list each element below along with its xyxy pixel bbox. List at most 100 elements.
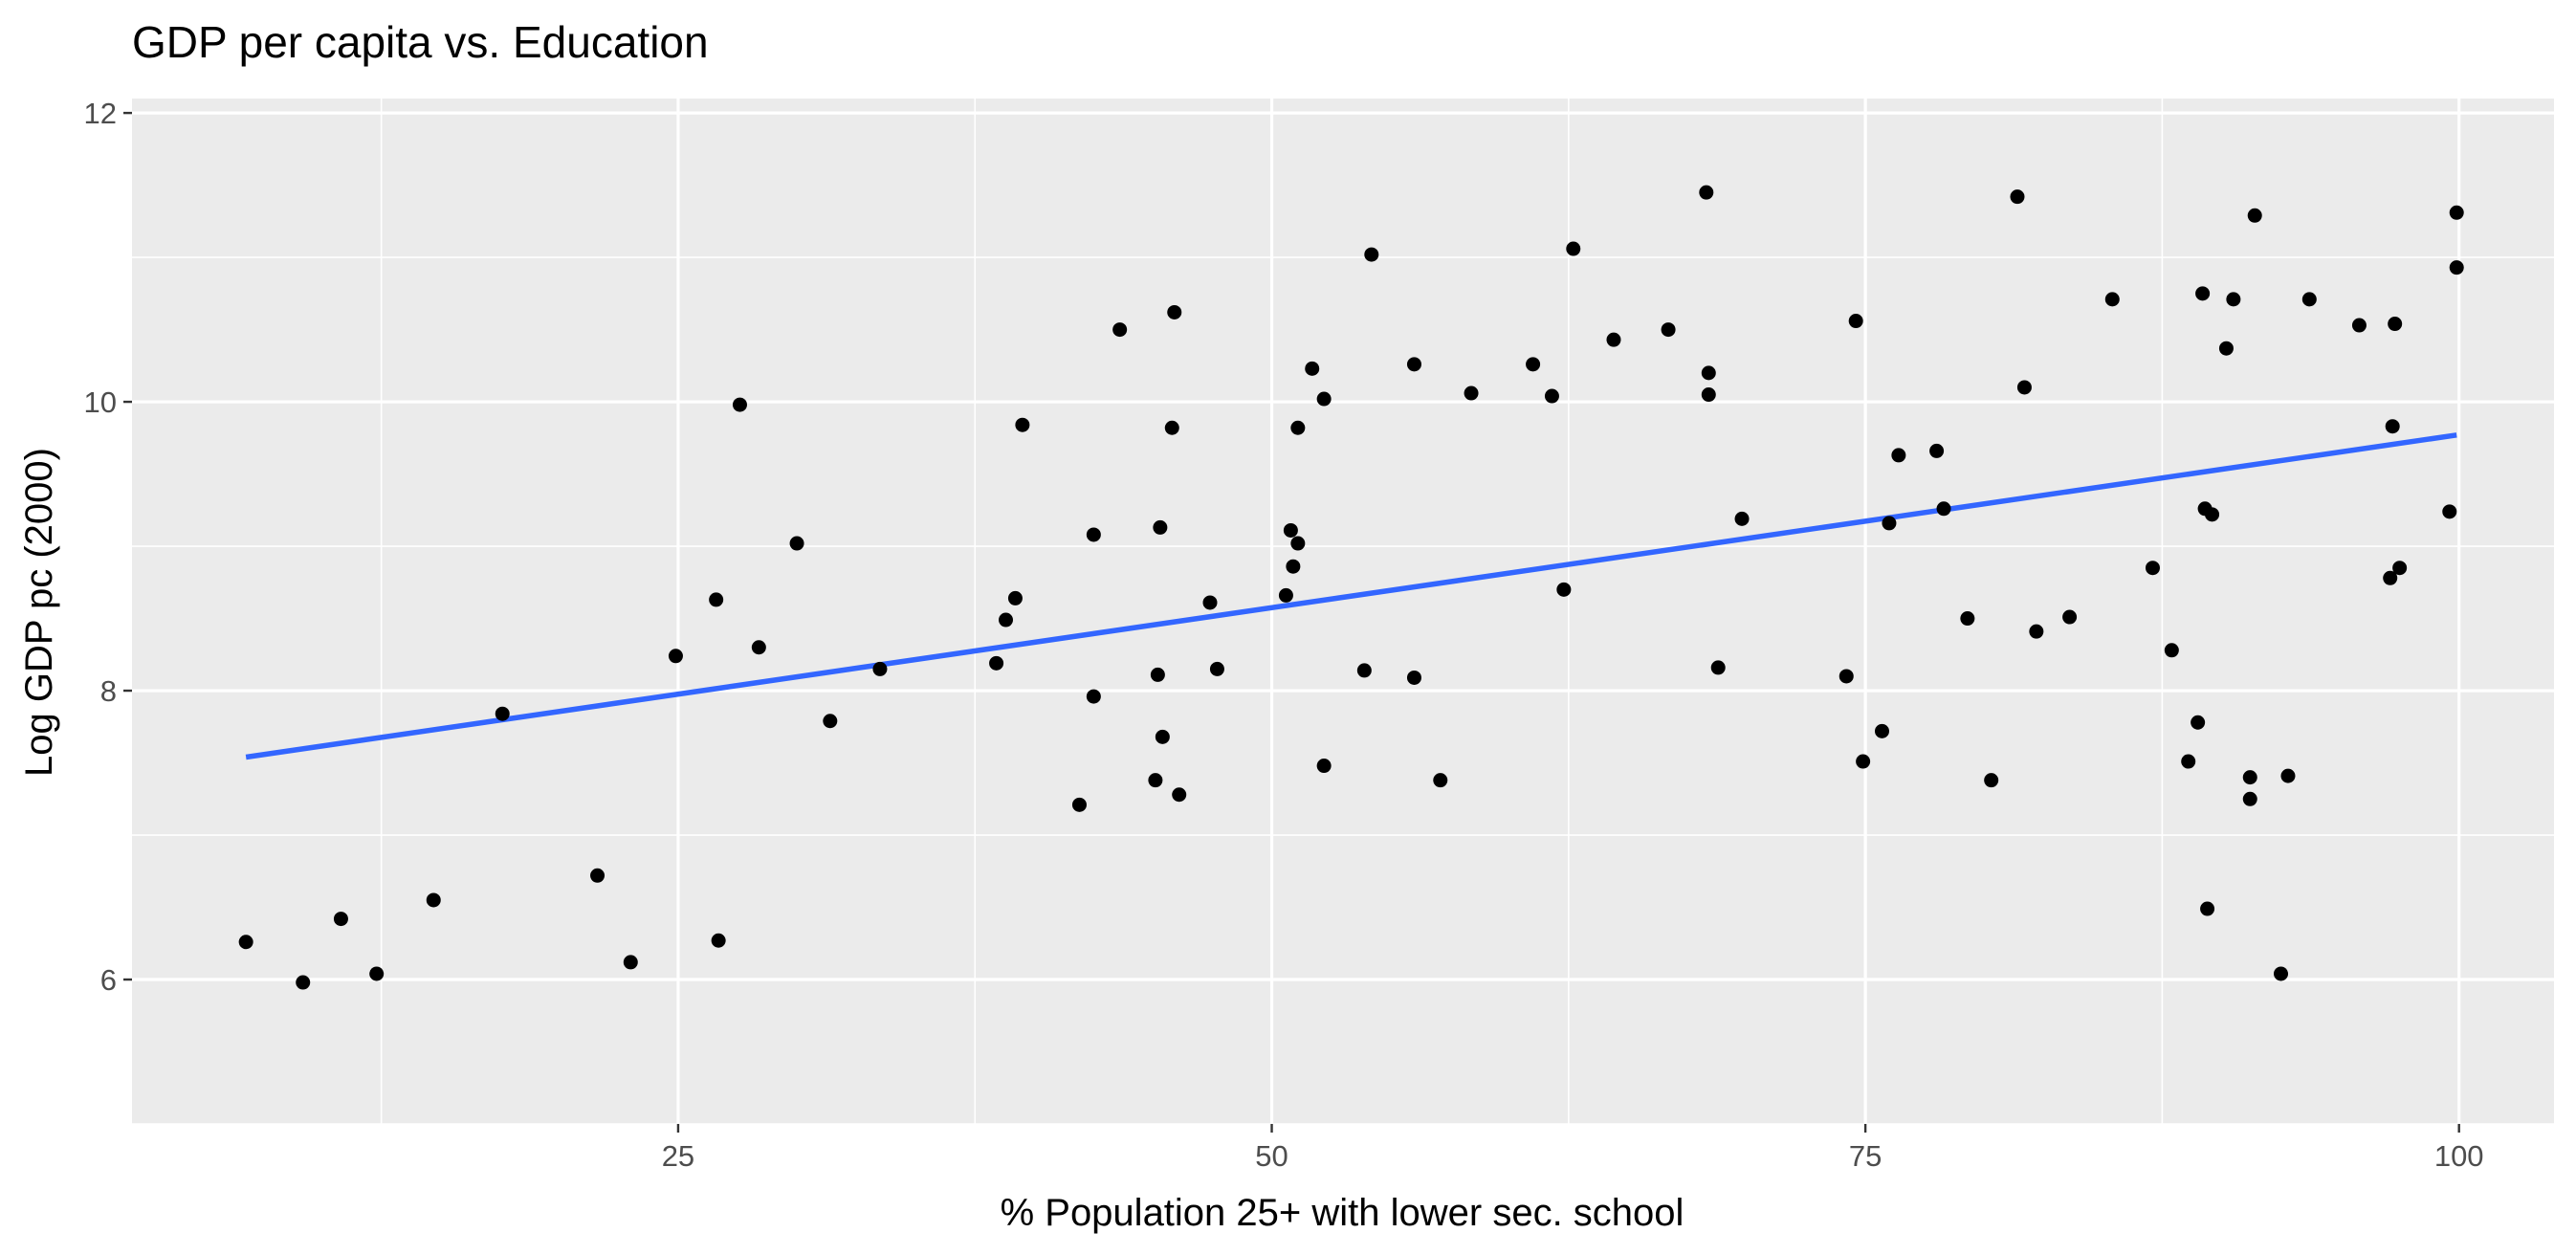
y-tick-label: 12: [84, 97, 117, 130]
data-point: [2062, 609, 2078, 625]
data-point: [1848, 314, 1863, 329]
grid-major-lines: [132, 99, 2554, 1124]
data-point: [1433, 773, 1448, 788]
data-point: [1278, 587, 1293, 603]
data-point: [1464, 385, 1479, 401]
x-tick-label: 100: [2434, 1139, 2484, 1173]
data-point: [1086, 527, 1101, 542]
data-point: [2242, 791, 2257, 806]
data-point: [1153, 519, 1168, 535]
data-point: [1544, 388, 1559, 404]
data-point: [238, 935, 253, 950]
data-point: [2016, 380, 2032, 395]
data-point: [2191, 715, 2206, 730]
data-point: [1209, 661, 1224, 676]
data-point: [2247, 208, 2262, 223]
data-point: [1406, 670, 1421, 685]
data-point: [2301, 292, 2317, 307]
data-point: [1015, 417, 1030, 432]
data-point: [872, 661, 888, 676]
data-point: [1406, 357, 1421, 372]
data-point: [1984, 773, 1999, 788]
data-point: [2274, 966, 2289, 981]
data-point: [1838, 669, 1854, 684]
x-axis-title: % Population 25+ with lower sec. school: [1001, 1192, 1684, 1234]
data-point: [1086, 689, 1101, 704]
data-point: [1290, 536, 1306, 551]
data-point: [1150, 667, 1165, 682]
data-point: [2449, 205, 2464, 220]
data-point: [989, 655, 1004, 671]
data-point: [823, 714, 838, 729]
x-tick-label: 25: [662, 1139, 694, 1173]
regression-line: [245, 432, 2457, 760]
data-point: [1112, 322, 1128, 338]
data-point: [1734, 511, 1750, 526]
data-point: [789, 536, 804, 551]
data-point: [495, 706, 510, 721]
x-tick-label: 50: [1255, 1139, 1288, 1173]
data-point: [668, 649, 683, 664]
data-point: [1936, 501, 1951, 517]
data-point: [1874, 723, 1889, 738]
y-tick-label: 8: [100, 674, 117, 708]
data-point: [2351, 318, 2367, 333]
fit-line-layer: [245, 432, 2457, 760]
data-point: [751, 640, 766, 655]
data-point: [2392, 561, 2408, 576]
data-point: [1172, 787, 1187, 803]
data-point: [296, 975, 311, 990]
data-point: [2442, 504, 2457, 519]
data-point: [1556, 582, 1572, 597]
data-point: [1305, 361, 1320, 376]
data-point: [623, 955, 638, 970]
data-point: [1701, 387, 1716, 403]
data-point: [2280, 768, 2296, 783]
data-point: [2181, 754, 2196, 769]
data-point: [1316, 391, 1332, 407]
data-point: [1960, 611, 1975, 627]
data-point: [1286, 559, 1301, 574]
data-point: [2388, 317, 2403, 332]
data-point: [732, 397, 747, 412]
data-point: [1202, 595, 1218, 610]
data-point: [711, 933, 726, 948]
data-point: [2226, 292, 2241, 307]
data-point: [1701, 365, 1716, 381]
data-point: [1164, 420, 1179, 435]
data-point: [2104, 292, 2120, 307]
data-point: [1606, 332, 1621, 347]
data-point: [1007, 590, 1023, 605]
data-point: [1710, 660, 1726, 675]
data-point: [1071, 797, 1087, 812]
data-point: [1699, 185, 1714, 200]
x-tick-label: 75: [1849, 1139, 1882, 1173]
data-point: [333, 912, 348, 927]
data-point: [2449, 260, 2464, 275]
data-point: [2029, 624, 2044, 639]
data-point: [1566, 241, 1581, 256]
y-axis: 6 8 10 12: [84, 97, 132, 997]
points-layer: [238, 185, 2464, 990]
x-axis: 25 50 75 100: [662, 1124, 2484, 1173]
data-point: [1283, 522, 1298, 538]
data-point: [1356, 663, 1372, 678]
data-point: [590, 868, 605, 883]
data-point: [2200, 901, 2215, 916]
grid-minor-lines: [132, 99, 2554, 1125]
data-point: [999, 612, 1014, 628]
plot-panel: [132, 99, 2554, 1124]
data-point: [1155, 729, 1170, 744]
data-point: [1167, 304, 1182, 319]
data-point: [2385, 419, 2400, 434]
data-point: [369, 966, 385, 981]
y-tick-label: 6: [100, 963, 117, 997]
data-point: [2242, 770, 2257, 785]
chart-title: GDP per capita vs. Education: [132, 17, 709, 67]
data-point: [1364, 247, 1379, 262]
data-point: [1661, 322, 1676, 338]
y-axis-title: Log GDP pc (2000): [18, 448, 60, 777]
data-point: [1290, 420, 1306, 435]
data-point: [1929, 443, 1945, 458]
data-point: [1148, 773, 1163, 788]
